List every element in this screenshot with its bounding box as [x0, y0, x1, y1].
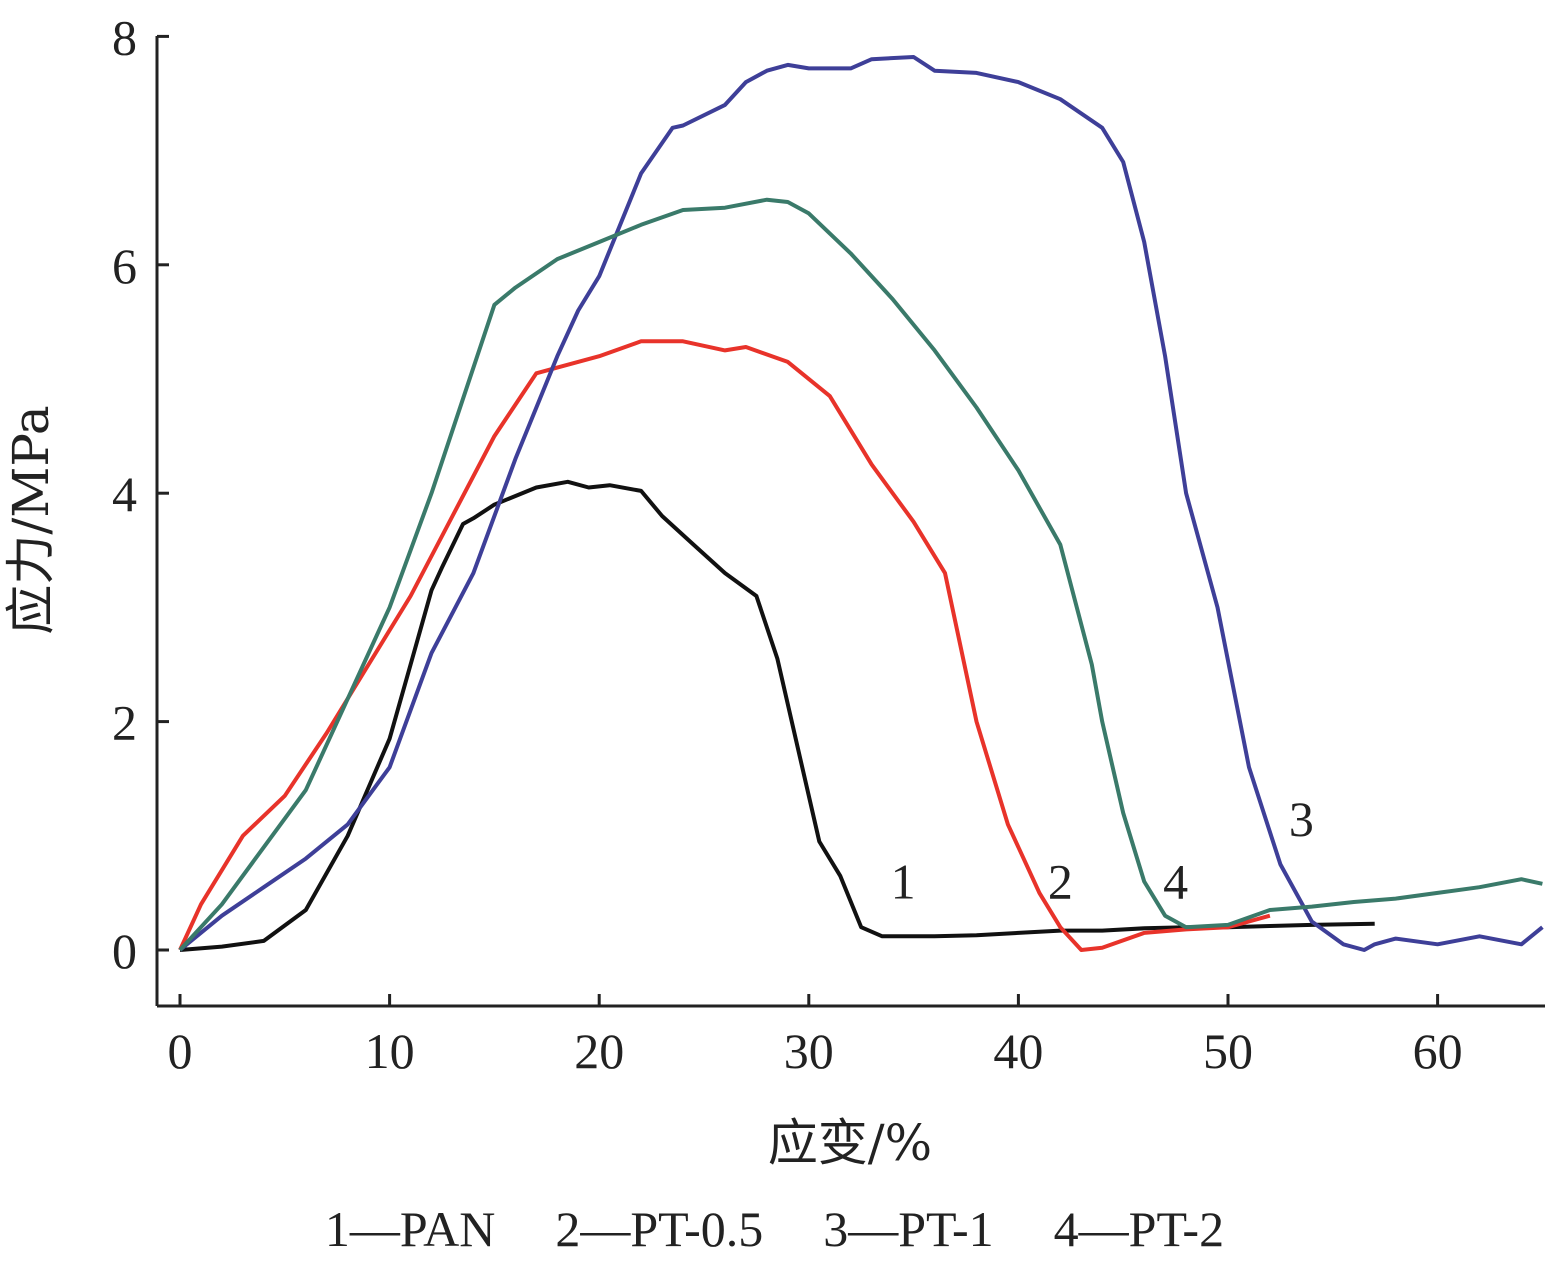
curve-labels: 1 2 3 4	[891, 791, 1314, 910]
legend: 1—PAN 2—PT-0.5 3—PT-1 4—PT-2	[0, 1200, 1549, 1258]
series-line-pt-2	[178, 197, 1543, 952]
y-tick-label: 8	[112, 9, 137, 65]
series-line-pan	[179, 479, 1375, 952]
x-tick-label: 60	[1413, 1023, 1463, 1079]
x-tick-label: 0	[168, 1023, 193, 1079]
curve-label-4: 4	[1163, 854, 1188, 910]
x-tick-label: 50	[1203, 1023, 1253, 1079]
series-line-pt-0-5	[178, 339, 1271, 952]
y-tick-label: 2	[112, 695, 137, 751]
stress-strain-chart: 0 10 20 30 40 50 60 0 2 4 6 8 1 2 3 4 应变/% 应力/MPa	[2, 9, 1545, 1172]
y-tick-label: 0	[112, 923, 137, 979]
curve-label-3: 3	[1289, 791, 1314, 847]
legend-entry-pt-2: 4—PT-2	[1053, 1201, 1225, 1257]
y-tick-label: 6	[112, 238, 137, 294]
x-tick-label: 40	[993, 1023, 1043, 1079]
series-layer	[178, 55, 1544, 952]
series-line-pt-1	[178, 55, 1544, 952]
legend-entry-pt-0-5: 2—PT-0.5	[555, 1201, 764, 1257]
x-tick-label: 20	[574, 1023, 624, 1079]
y-tick-label: 4	[112, 466, 137, 522]
x-tick-label: 10	[365, 1023, 415, 1079]
y-axis-title: 应力/MPa	[2, 405, 60, 634]
curve-label-2: 2	[1048, 854, 1073, 910]
x-axis-title: 应变/%	[768, 1114, 932, 1172]
legend-entry-pt-1: 3—PT-1	[823, 1201, 994, 1257]
axes: 0 10 20 30 40 50 60 0 2 4 6 8	[112, 9, 1545, 1079]
x-tick-label: 30	[784, 1023, 834, 1079]
legend-entry-pan: 1—PAN	[324, 1201, 496, 1257]
curve-label-1: 1	[891, 854, 916, 910]
